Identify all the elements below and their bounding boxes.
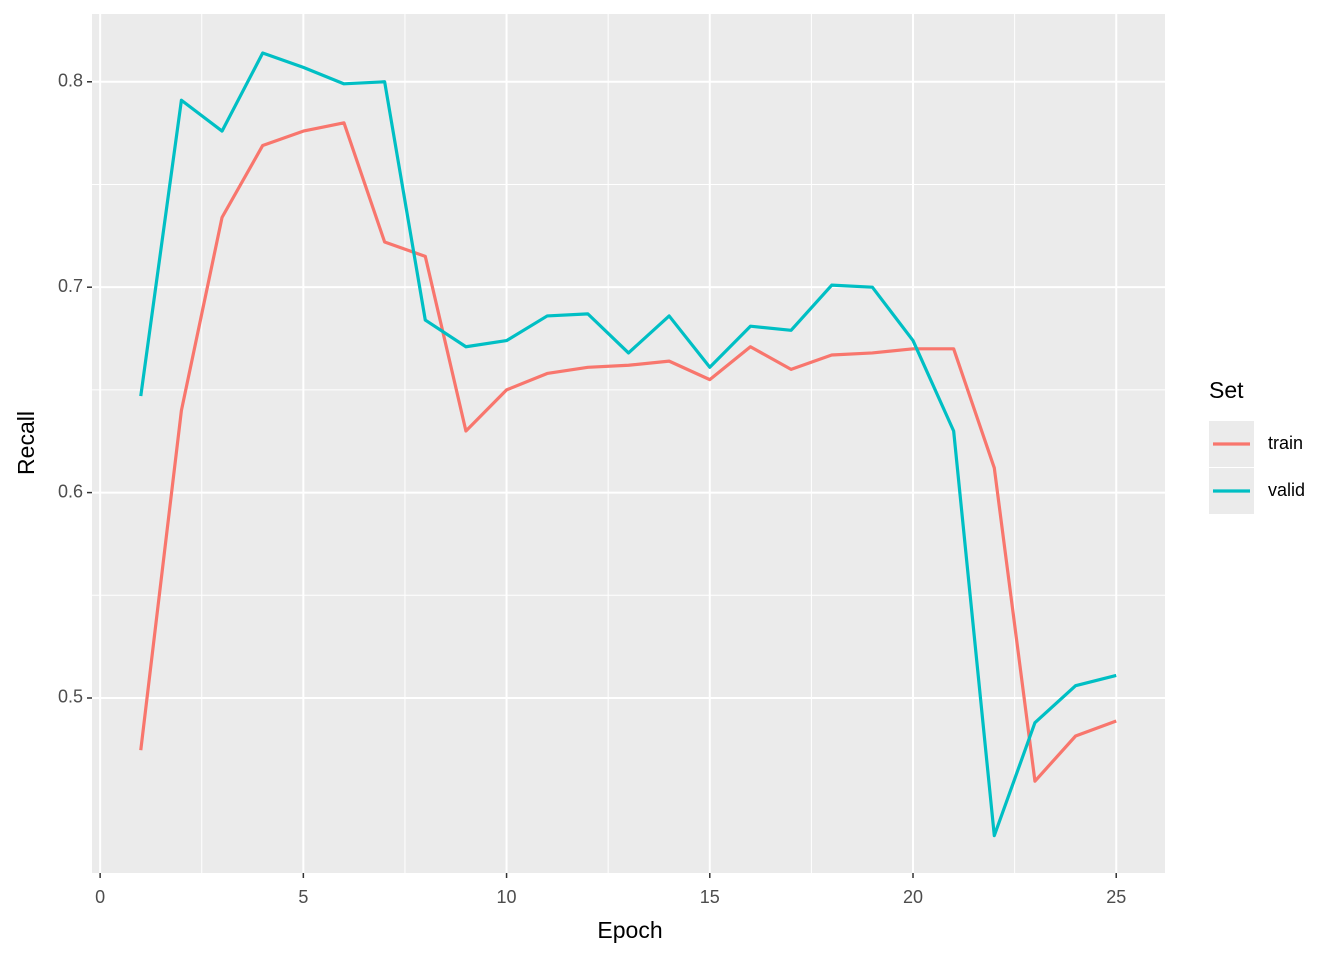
y-tick-label: 0.5: [58, 687, 83, 707]
y-tick-label: 0.6: [58, 481, 83, 501]
y-tick-label: 0.8: [58, 71, 83, 91]
y-axis-title: Recall: [13, 411, 39, 475]
x-tick-label: 25: [1106, 887, 1126, 907]
line: [139, 121, 1117, 783]
x-tick-label: 5: [298, 887, 308, 907]
x-tick-label: 20: [903, 887, 923, 907]
x-tick-label: 0: [95, 887, 105, 907]
x-axis-title: Epoch: [597, 917, 662, 943]
legend-label: valid: [1268, 480, 1305, 500]
panel: [92, 14, 1165, 873]
line: [139, 51, 1117, 838]
y-tick-label: 0.7: [58, 276, 83, 296]
legend-label: train: [1268, 433, 1303, 453]
legend-title: Set: [1209, 377, 1244, 403]
x-tick-label: 15: [700, 887, 720, 907]
x-tick-label: 10: [497, 887, 517, 907]
